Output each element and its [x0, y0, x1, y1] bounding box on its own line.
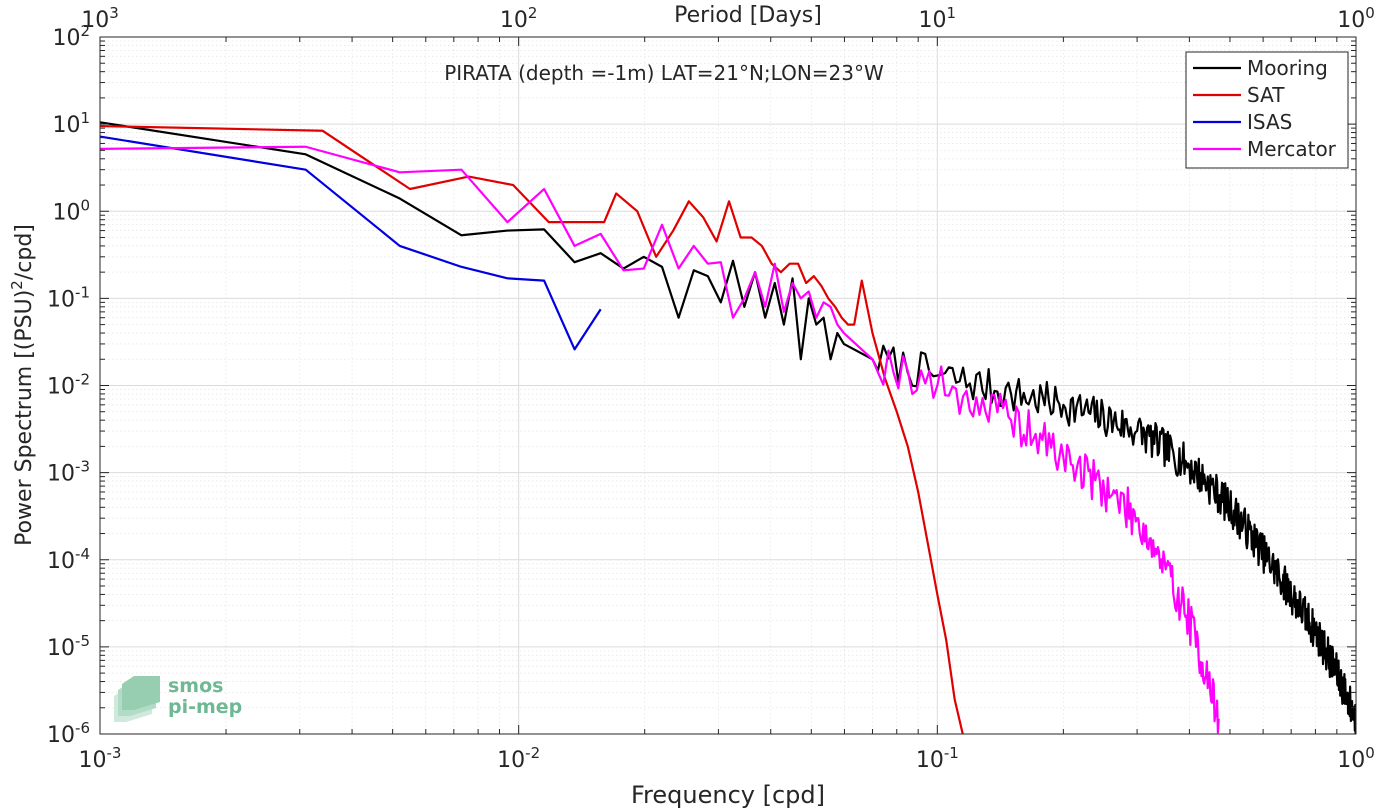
- top-tick-label-base: 10: [919, 8, 947, 33]
- y-tick-label: 10-3: [47, 458, 90, 487]
- legend-label-sat: SAT: [1247, 83, 1285, 107]
- y-tick-label: 10-5: [47, 632, 90, 661]
- series-line-mooring: [100, 121, 1356, 734]
- top-axis-label: Period [Days]: [674, 3, 822, 28]
- x-tick-label-base: 10: [497, 748, 525, 773]
- y-tick-label: 10-2: [47, 371, 90, 400]
- top-tick-label-exponent: 0: [1365, 4, 1375, 22]
- legend-items: Mooring SAT ISAS Mercator: [1193, 56, 1337, 161]
- ticks: [99, 36, 1357, 735]
- y-tick-label: 10-6: [47, 719, 90, 748]
- legend-label-mercator: Mercator: [1247, 137, 1337, 161]
- y-tick-label: 10-4: [47, 545, 90, 574]
- legend-label-isas: ISAS: [1247, 110, 1292, 134]
- logo-text-smos: smos: [168, 675, 223, 697]
- y-tick-label: 10-1: [47, 283, 90, 312]
- grid: [99, 37, 1356, 735]
- y-tick-label-base: 10: [52, 113, 80, 138]
- y-tick-label-base: 10: [52, 200, 80, 225]
- y-tick-label-base: 10: [47, 287, 75, 312]
- top-tick-label-exponent: 2: [528, 4, 538, 22]
- top-tick-label-base: 10: [81, 8, 109, 33]
- logo-mark-icon: [114, 676, 160, 722]
- x-tick-label: 100: [1337, 744, 1375, 773]
- y-tick-label-exponent: 0: [80, 196, 90, 214]
- top-tick-label-base: 10: [500, 8, 528, 33]
- y-tick-label-exponent: -2: [75, 371, 90, 389]
- series-line-isas: [100, 135, 602, 351]
- top-tick-label-base: 10: [1337, 8, 1365, 33]
- y-tick-label-exponent: -1: [75, 283, 90, 301]
- x-tick-label-base: 10: [79, 748, 107, 773]
- y-axis-label: Power Spectrum [(PSU)2/cpd]: [8, 224, 37, 546]
- legend: Mooring SAT ISAS Mercator: [1185, 51, 1349, 169]
- x-tick-label: 10-3: [79, 744, 122, 773]
- y-tick-label-base: 10: [47, 549, 75, 574]
- y-tick-label-base: 10: [47, 462, 75, 487]
- x-tick-label: 10-1: [916, 744, 959, 773]
- x-tick-label-exponent: -3: [107, 744, 122, 762]
- x-tick-label-exponent: 0: [1365, 744, 1375, 762]
- y-tick-label: 100: [52, 196, 90, 225]
- series-line-sat: [100, 124, 964, 734]
- y-tick-label-exponent: -5: [75, 632, 90, 650]
- y-tick-label-exponent: 1: [80, 109, 90, 127]
- y-tick-label-exponent: -3: [75, 458, 90, 476]
- x-tick-label-base: 10: [916, 748, 944, 773]
- y-tick-label-base: 10: [47, 723, 75, 748]
- top-tick-label: 102: [500, 4, 538, 33]
- logo-text-pi-mep: pi-mep: [168, 696, 242, 718]
- y-tick-label-exponent: -6: [75, 719, 90, 737]
- x-axis-label: Frequency [cpd]: [631, 781, 825, 809]
- top-tick-label-exponent: 1: [947, 4, 957, 22]
- top-tick-label-exponent: 3: [109, 4, 119, 22]
- series-line-mercator: [100, 145, 1220, 734]
- y-tick-label-base: 10: [47, 636, 75, 661]
- top-tick-label: 101: [919, 4, 957, 33]
- legend-label-mooring: Mooring: [1247, 56, 1328, 80]
- y-tick-label-exponent: 2: [80, 22, 90, 40]
- y-tick-label: 102: [52, 22, 90, 51]
- y-tick-label-base: 10: [47, 375, 75, 400]
- x-tick-label-exponent: -1: [944, 744, 959, 762]
- chart-title: PIRATA (depth =-1m) LAT=21°N;LON=23°W: [444, 61, 884, 85]
- x-tick-label-exponent: -2: [525, 744, 540, 762]
- top-tick-label: 100: [1337, 4, 1375, 33]
- y-axis-label-tail: /cpd]: [12, 224, 37, 280]
- series-group: [100, 121, 1356, 734]
- y-axis-label-main: Power Spectrum [(PSU): [12, 290, 37, 546]
- y-tick-label-base: 10: [52, 26, 80, 51]
- top-tick-label: 103: [81, 4, 119, 33]
- smos-pi-mep-logo: smos pi-mep: [114, 675, 242, 722]
- y-tick-label: 101: [52, 109, 90, 138]
- y-tick-label-exponent: -4: [75, 545, 90, 563]
- x-tick-label: 10-2: [497, 744, 540, 773]
- x-tick-label-base: 10: [1337, 748, 1365, 773]
- y-axis-label-exponent: 2: [8, 280, 26, 290]
